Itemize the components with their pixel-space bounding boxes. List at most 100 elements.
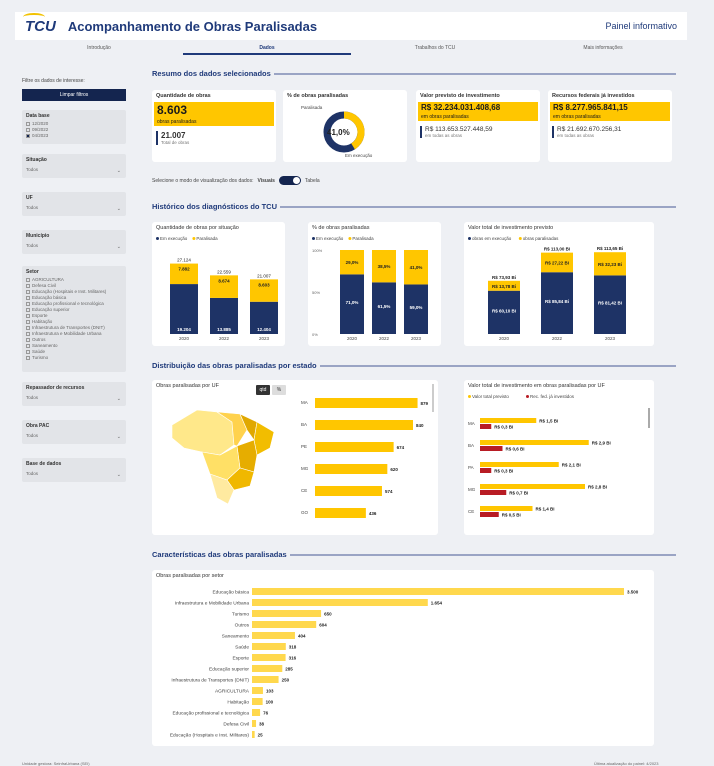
qtd-toggle[interactable]: qtd (256, 385, 270, 395)
kpi-label: obras paralisadas (154, 118, 274, 126)
panel-label: Painel informativo (605, 21, 677, 31)
y-tick-label: Educação (Hospitais e Inst. Militares) (170, 733, 250, 739)
data-label: 318 (289, 645, 297, 650)
data-label: 71,0% (346, 300, 359, 305)
chart-title: Valor total de investimento em obras par… (468, 383, 605, 389)
filter-title: Município (26, 233, 50, 239)
checkbox-icon[interactable] (26, 283, 30, 288)
tab-mais-informacoes[interactable]: Mais informações (583, 45, 623, 51)
chevron-down-icon[interactable]: ⌄ (116, 244, 121, 250)
setor-option[interactable]: Infraestrutura de Transportes (DNIT) (26, 325, 122, 331)
bar-setor (252, 632, 295, 639)
checkbox-icon[interactable] (26, 289, 30, 294)
x-tick-label: 2020 (347, 336, 358, 341)
filter-value: Todos (26, 471, 39, 476)
checkbox-icon[interactable] (26, 127, 30, 132)
checkbox-icon[interactable] (26, 325, 30, 330)
base-dados-filter[interactable]: Base de dados Todos ⌄ (22, 458, 126, 482)
setor-option[interactable]: Educação básica (26, 295, 122, 301)
checkbox-icon[interactable] (26, 313, 30, 318)
checkbox-icon[interactable] (26, 295, 30, 300)
scrollbar[interactable] (648, 408, 650, 428)
municipio-filter[interactable]: Município Todos ⌄ (22, 230, 126, 254)
tab-dados[interactable]: Dados (183, 43, 351, 55)
setor-option[interactable]: Educação (Hospitais e Inst. Militares) (26, 289, 122, 295)
checkbox-icon[interactable] (26, 301, 30, 306)
data-base-option[interactable]: 12/2020 (26, 121, 122, 127)
pct-toggle[interactable]: % (272, 385, 286, 395)
chart-title: Quantidade de obras por situação (156, 225, 239, 231)
data-label: 100 (266, 700, 274, 705)
data-base-option[interactable]: 09/2022 (26, 127, 122, 133)
tcu-logo: TCU (23, 12, 56, 35)
x-tick-label: 2022 (552, 336, 563, 341)
data-label: 13.885 (217, 327, 231, 332)
legend-marker (192, 237, 196, 240)
page-title: Acompanhamento de Obras Paralisadas (67, 18, 318, 34)
setor-option[interactable]: Esporte (26, 313, 122, 319)
kpi-total: R$ 21.692.670.256,31 (557, 126, 622, 133)
setor-option[interactable]: Habitação (26, 319, 122, 325)
data-label: 404 (298, 634, 306, 639)
view-toggle-switch[interactable] (278, 176, 301, 185)
uf-filter[interactable]: UF Todos ⌄ (22, 192, 126, 216)
bar-chart-setor: Educação básica 3.500 Infraestrutura e Mob… (170, 588, 639, 739)
y-tick-label: GO (301, 510, 309, 515)
scrollbar[interactable] (432, 384, 434, 412)
brazil-map[interactable] (162, 400, 282, 510)
bar-setor (252, 643, 286, 650)
checkbox-icon[interactable] (26, 349, 30, 354)
obra-pac-filter[interactable]: Obra PAC Todos ⌄ (22, 420, 126, 444)
bar-setor (252, 610, 322, 617)
data-base-option[interactable]: 04/2023 (26, 133, 122, 139)
checkbox-icon[interactable] (26, 319, 30, 324)
filter-value: Todos (26, 395, 39, 400)
kpi-title: Valor previsto de investimento (420, 93, 500, 99)
total-label: 21.007 (257, 273, 271, 278)
checkbox-icon[interactable] (26, 355, 30, 360)
chevron-down-icon[interactable]: ⌄ (116, 434, 121, 440)
tab-trabalhos[interactable]: Trabalhos do TCU (414, 45, 456, 51)
footer-right: Última atualização do painel: 4/2023 (594, 761, 659, 766)
chevron-down-icon[interactable]: ⌄ (116, 472, 121, 478)
checkbox-icon[interactable] (26, 337, 30, 342)
tab-introducao[interactable]: Introdução (87, 45, 111, 51)
map-northeast (253, 421, 275, 456)
x-tick-label: 2023 (259, 336, 270, 341)
chevron-down-icon[interactable]: ⌄ (116, 396, 121, 402)
checkbox-icon[interactable] (26, 121, 30, 126)
setor-option[interactable]: Turismo (26, 355, 122, 361)
setor-option[interactable]: Educação profissional e tecnológica (26, 301, 122, 307)
y-tick-label: MG (468, 487, 476, 492)
clear-filters-button[interactable]: Limpar filtros (22, 89, 126, 101)
setor-option[interactable]: Defesa Civil (26, 283, 122, 289)
situacao-filter[interactable]: Situação Todos ⌄ (22, 154, 126, 178)
chevron-down-icon[interactable]: ⌄ (116, 206, 121, 212)
setor-option[interactable]: Outros (26, 337, 122, 343)
setor-option[interactable]: Educação superior (26, 307, 122, 313)
setor-option[interactable]: AGRICULTURA (26, 277, 122, 283)
data-label: R$ 27,22 Bi (545, 260, 569, 265)
checkbox-icon[interactable] (26, 277, 30, 282)
setor-option[interactable]: Saúde (26, 349, 122, 355)
kpi-valor-card: Valor previsto de investimento R$ 32.234… (416, 90, 540, 162)
checkbox-icon[interactable] (26, 133, 30, 138)
legend-label: Em execução (160, 236, 188, 241)
chart-title: Obras paralisadas por setor (156, 573, 224, 579)
y-tick-label: Outros (235, 623, 250, 629)
bar-exec (404, 284, 428, 334)
data-label: R$ 0,3 Bi (494, 425, 513, 430)
bar-setor (252, 720, 257, 727)
checkbox-icon[interactable] (26, 307, 30, 312)
repassador-filter[interactable]: Repassador de recursos Todos ⌄ (22, 382, 126, 406)
data-label: 604 (319, 623, 327, 628)
checkbox-icon[interactable] (26, 331, 30, 336)
kpi-label: em obras paralisadas (418, 113, 538, 121)
setor-option[interactable]: Infraestrutura e Mobilidade Urbana (26, 331, 122, 337)
chevron-down-icon[interactable]: ⌄ (116, 168, 121, 174)
bar-setor (252, 621, 317, 628)
setor-option[interactable]: Saneamento (26, 343, 122, 349)
bar-paralisada (372, 250, 396, 283)
donut-label-bottom: Em execução (345, 153, 373, 158)
checkbox-icon[interactable] (26, 343, 30, 348)
